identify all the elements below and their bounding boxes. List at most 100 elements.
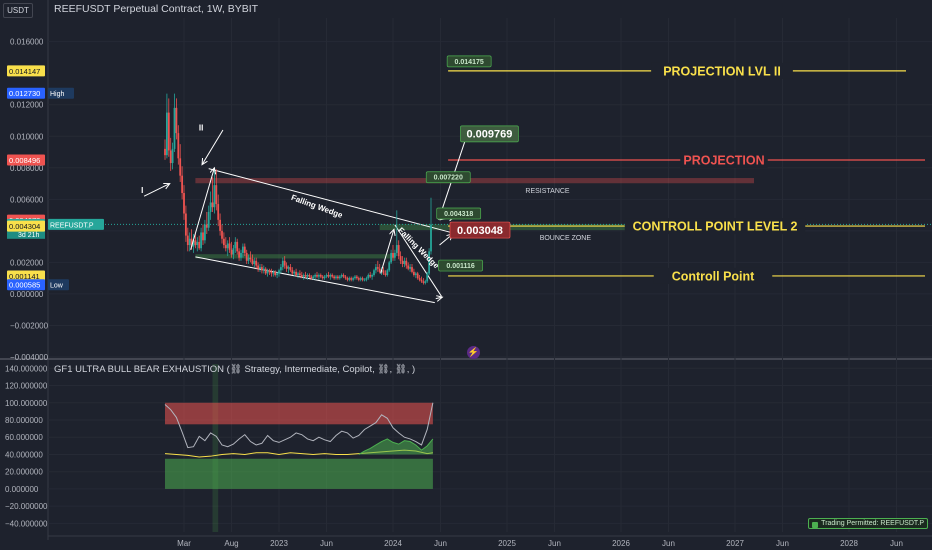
candle-body — [251, 259, 254, 264]
candle-body — [266, 270, 269, 274]
candle-body — [181, 175, 183, 194]
level-label-bg — [624, 218, 806, 235]
candle-body — [409, 267, 411, 269]
x-tick-label: Jun — [548, 539, 561, 548]
candle-body — [243, 246, 246, 253]
zone — [195, 254, 395, 259]
y-tick-label: 0.002000 — [10, 258, 44, 267]
candle-body — [407, 265, 410, 269]
candle-body — [167, 112, 170, 151]
countdown-text: 3d 21h — [18, 232, 40, 239]
candle-body — [245, 252, 248, 261]
candle-body — [323, 276, 326, 279]
candle-body — [278, 270, 280, 274]
candle-body — [304, 275, 307, 277]
candle-body — [384, 273, 387, 276]
candle-body — [234, 241, 237, 249]
candle-body — [185, 213, 187, 236]
level-label-bg — [653, 267, 773, 284]
candle-body — [342, 275, 345, 277]
currency-label[interactable]: USDT — [3, 3, 33, 18]
candle-body — [306, 275, 309, 277]
candle-body — [276, 273, 278, 276]
candle-body — [274, 271, 277, 276]
candle-body — [337, 276, 339, 279]
candle-body — [371, 275, 373, 277]
candle-body — [394, 252, 396, 258]
target-value: 0.007220 — [434, 175, 463, 182]
candle-body — [196, 241, 199, 246]
price-tag — [7, 87, 45, 99]
candle-body — [173, 107, 176, 149]
candle-body — [215, 185, 218, 205]
level-label: PROJECTION — [683, 153, 764, 167]
indicator-fill — [358, 438, 433, 455]
price-tag-label-box — [48, 87, 74, 99]
indicator-y-tick-label: 40.000000 — [5, 450, 43, 459]
candle-body — [164, 148, 166, 156]
candle-body — [300, 275, 303, 277]
price-tag — [7, 279, 45, 291]
candle-body — [171, 148, 174, 164]
candle-body — [297, 273, 299, 276]
candle-body — [183, 193, 185, 214]
candle-body — [340, 275, 343, 277]
candle-body — [397, 245, 400, 257]
candle-body — [285, 265, 288, 269]
candle-body — [213, 185, 216, 208]
x-tick-label: 2023 — [270, 539, 288, 548]
candle-body — [388, 262, 391, 271]
x-tick-label: Jun — [434, 539, 447, 548]
target-box — [436, 207, 482, 220]
projection-arrow — [202, 129, 224, 165]
candle-body — [166, 112, 168, 156]
lightning-icon[interactable]: ⚡ — [467, 346, 480, 359]
y-tick-label: 0.016000 — [10, 38, 44, 47]
candle-body — [312, 276, 315, 279]
candle-body — [390, 252, 392, 263]
candle-body — [200, 232, 202, 249]
candle-body — [338, 276, 341, 279]
target-box — [425, 171, 471, 184]
candle-body — [354, 276, 356, 279]
price-tag-value: 0.012730 — [9, 89, 40, 98]
candle-body — [202, 232, 204, 241]
chart-title: REEFUSDT Perpetual Contract, 1W, BYBIT — [54, 3, 259, 15]
x-tick-label: Jun — [776, 539, 789, 548]
candle-body — [426, 273, 429, 282]
indicator-y-tick-label: 80.000000 — [5, 416, 43, 425]
price-tag-value: 0.014147 — [9, 67, 40, 76]
candle-body — [179, 158, 182, 176]
projection-arrow — [143, 184, 170, 197]
candle-body — [325, 275, 328, 277]
x-tick-label: 2025 — [498, 539, 516, 548]
indicator-y-tick-label: 100.000000 — [5, 399, 48, 408]
indicator-y-tick-label: −20.000000 — [5, 502, 48, 511]
candle-body — [186, 235, 189, 246]
x-tick-label: Mar — [177, 539, 191, 548]
candle-body — [308, 275, 311, 277]
target-box — [438, 259, 483, 272]
x-tick-label: Jun — [320, 539, 333, 548]
candle-body — [367, 275, 370, 279]
candle-body — [376, 267, 379, 269]
candle-body — [242, 246, 244, 253]
candle-body — [395, 245, 398, 253]
x-tick-label: 2026 — [612, 539, 630, 548]
candle-body — [413, 271, 415, 276]
y-tick-label: 0.000000 — [10, 290, 44, 299]
countdown-box — [7, 229, 45, 239]
candle-body — [262, 268, 265, 271]
candle-body — [369, 275, 372, 277]
x-tick-label: 2024 — [384, 539, 402, 548]
indicator-title: GF1 ULTRA BULL BEAR EXHAUSTION (⛓ Strate… — [54, 364, 416, 375]
level-label-bg — [680, 151, 768, 168]
projection-arrow — [435, 297, 443, 299]
candle-body — [190, 238, 193, 247]
candle-body — [232, 248, 235, 255]
candle-body — [373, 270, 375, 276]
candle-body — [329, 275, 332, 277]
trend-line — [208, 168, 456, 235]
